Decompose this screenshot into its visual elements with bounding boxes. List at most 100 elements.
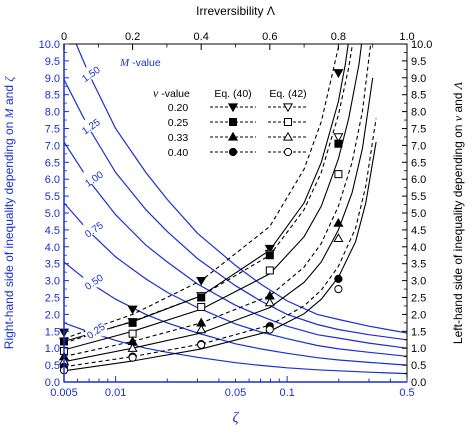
curves-clip: [64, 44, 407, 375]
m-curve-1.25: [64, 79, 407, 341]
legend-nu-value: 0.20: [168, 102, 189, 114]
right-axis-title-part: Left-hand side of inequality depending o…: [451, 121, 465, 344]
plot-area: 1.501.251.000.750.500.25M -value: [58, 44, 407, 375]
eq42-marker: [265, 266, 274, 275]
left-tick-label: 1.0: [45, 343, 60, 355]
right-tick-label: 0.5: [411, 360, 426, 372]
eq42-legend-title: Eq. (42): [269, 88, 306, 100]
left-tick-label: 6.0: [45, 174, 60, 186]
right-tick-label: 9.0: [411, 73, 426, 85]
right-tick-label: 9.5: [411, 56, 426, 68]
eq40-marker: [196, 276, 207, 286]
left-tick-label: 9.5: [45, 56, 60, 68]
eq40-marker: [333, 69, 344, 78]
eq42-curve-0.40: [64, 141, 377, 372]
m-value-title-part: -value: [129, 57, 161, 69]
top-tick-label: 0.4: [194, 31, 209, 43]
eq42-marker: [196, 324, 207, 334]
left-tick-label: 10.0: [39, 39, 60, 51]
eq42-marker: [333, 233, 344, 242]
eq40-marker: [334, 139, 343, 148]
left-tick-label: 0.5: [45, 360, 60, 372]
left-tick-label: 8.5: [45, 90, 60, 102]
right-tick-label: 1.5: [411, 326, 426, 338]
right-axis-title-part: ν: [451, 115, 465, 121]
eq42-marker: [334, 170, 343, 179]
eq42-marker: [127, 342, 138, 352]
right-tick-label: 8.5: [411, 90, 426, 102]
right-tick-label: 5.5: [411, 191, 426, 203]
nu-value-title-part: ν: [153, 86, 159, 100]
right-tick-label: 0.0: [411, 377, 426, 389]
left-tick-label: 4.0: [45, 242, 60, 254]
left-tick-label: 7.0: [45, 140, 60, 152]
eq40-marker: [128, 318, 137, 327]
m-label-bg: [85, 324, 108, 337]
eq42-marker: [128, 353, 137, 362]
eq40-legend-title: Eq. (40): [214, 88, 251, 100]
eq42-curve-0.25: [64, 44, 363, 351]
left-axis-title-part: M: [2, 107, 16, 119]
m-value-title: M -value: [119, 57, 161, 69]
left-tick-label: 9.0: [45, 73, 60, 85]
right-tick-label: 3.0: [411, 276, 426, 288]
top-tick-label: 1.0: [399, 31, 414, 43]
legend: ν -value Eq. (40) Eq. (42) 0.20 0.25 0.33 0.40: [153, 86, 308, 159]
right-axis-title: Left-hand side of inequality depending o…: [451, 81, 465, 344]
left-tick-label: 2.0: [45, 309, 60, 321]
m-label-bg: [80, 67, 103, 80]
right-tick-label: 8.0: [411, 107, 426, 119]
m-label-bg: [80, 119, 103, 132]
eq40-marker: [127, 305, 138, 315]
m-curve-1.50: [75, 44, 407, 334]
legend-nu-value: 0.40: [168, 147, 189, 159]
right-tick-label: 3.5: [411, 259, 426, 271]
right-tick-label: 10.0: [411, 39, 432, 51]
right-axis-title-part: Λ: [451, 81, 465, 90]
nu-value-title-part: -value: [158, 88, 190, 100]
axes: 0.0 0.5 1.0 1.5 2.0 2.5 3.0 3.5 4.0 4.5 5.0 5.5 6.0 6…: [2, 4, 465, 426]
bottom-tick-label: 0.01: [105, 387, 126, 399]
m-label-bg: [83, 172, 106, 185]
x-axis-title: ζ: [232, 410, 239, 426]
m-curve-0.25: [64, 322, 407, 375]
left-axis-title: Right-hand side of inequality depending …: [2, 76, 16, 350]
right-axis-title-part: and: [451, 89, 465, 116]
top-tick-label: 0.2: [125, 31, 140, 43]
eq40-marker: [264, 244, 275, 254]
eq42-marker: [333, 133, 344, 143]
legend-nu-value: 0.33: [168, 132, 189, 144]
left-axis-title-part: and: [2, 82, 16, 109]
legend-eq42-marker: [282, 131, 294, 141]
left-tick-label: 8.0: [45, 107, 60, 119]
left-tick-label: 4.5: [45, 225, 60, 237]
right-tick-label: 6.5: [411, 157, 426, 169]
legend-eq40-marker: [228, 147, 238, 157]
m-curve-0.75: [64, 202, 407, 357]
eq42-marker: [264, 297, 275, 307]
eq42-marker: [128, 329, 137, 338]
legend-eq42-marker: [282, 103, 294, 113]
left-axis-title-part: Right-hand side of inequality depending …: [2, 118, 16, 349]
legend-eq42-marker: [284, 118, 292, 126]
eq40-curve-0.20: [64, 44, 340, 340]
left-tick-label: 3.5: [45, 259, 60, 271]
bottom-tick-label: 0.005: [50, 387, 78, 399]
eq42-curve-0.33: [64, 77, 374, 363]
right-tick-label: 4.5: [411, 225, 426, 237]
eq40-marker: [333, 217, 344, 227]
m-label-bg: [83, 222, 106, 235]
left-tick-label: 5.5: [45, 191, 60, 203]
left-tick-label: 6.5: [45, 157, 60, 169]
eq40-marker: [265, 251, 274, 260]
left-tick-label: 5.0: [45, 208, 60, 220]
right-tick-label: 7.0: [411, 140, 426, 152]
legend-eq40-marker: [227, 103, 239, 113]
right-tick-label: 2.0: [411, 309, 426, 321]
right-tick-label: 1.0: [411, 343, 426, 355]
left-tick-label: 1.5: [45, 326, 60, 338]
right-tick-label: 2.5: [411, 293, 426, 305]
eq42-marker: [197, 340, 206, 349]
left-axis-title-part: ζ: [2, 76, 16, 82]
